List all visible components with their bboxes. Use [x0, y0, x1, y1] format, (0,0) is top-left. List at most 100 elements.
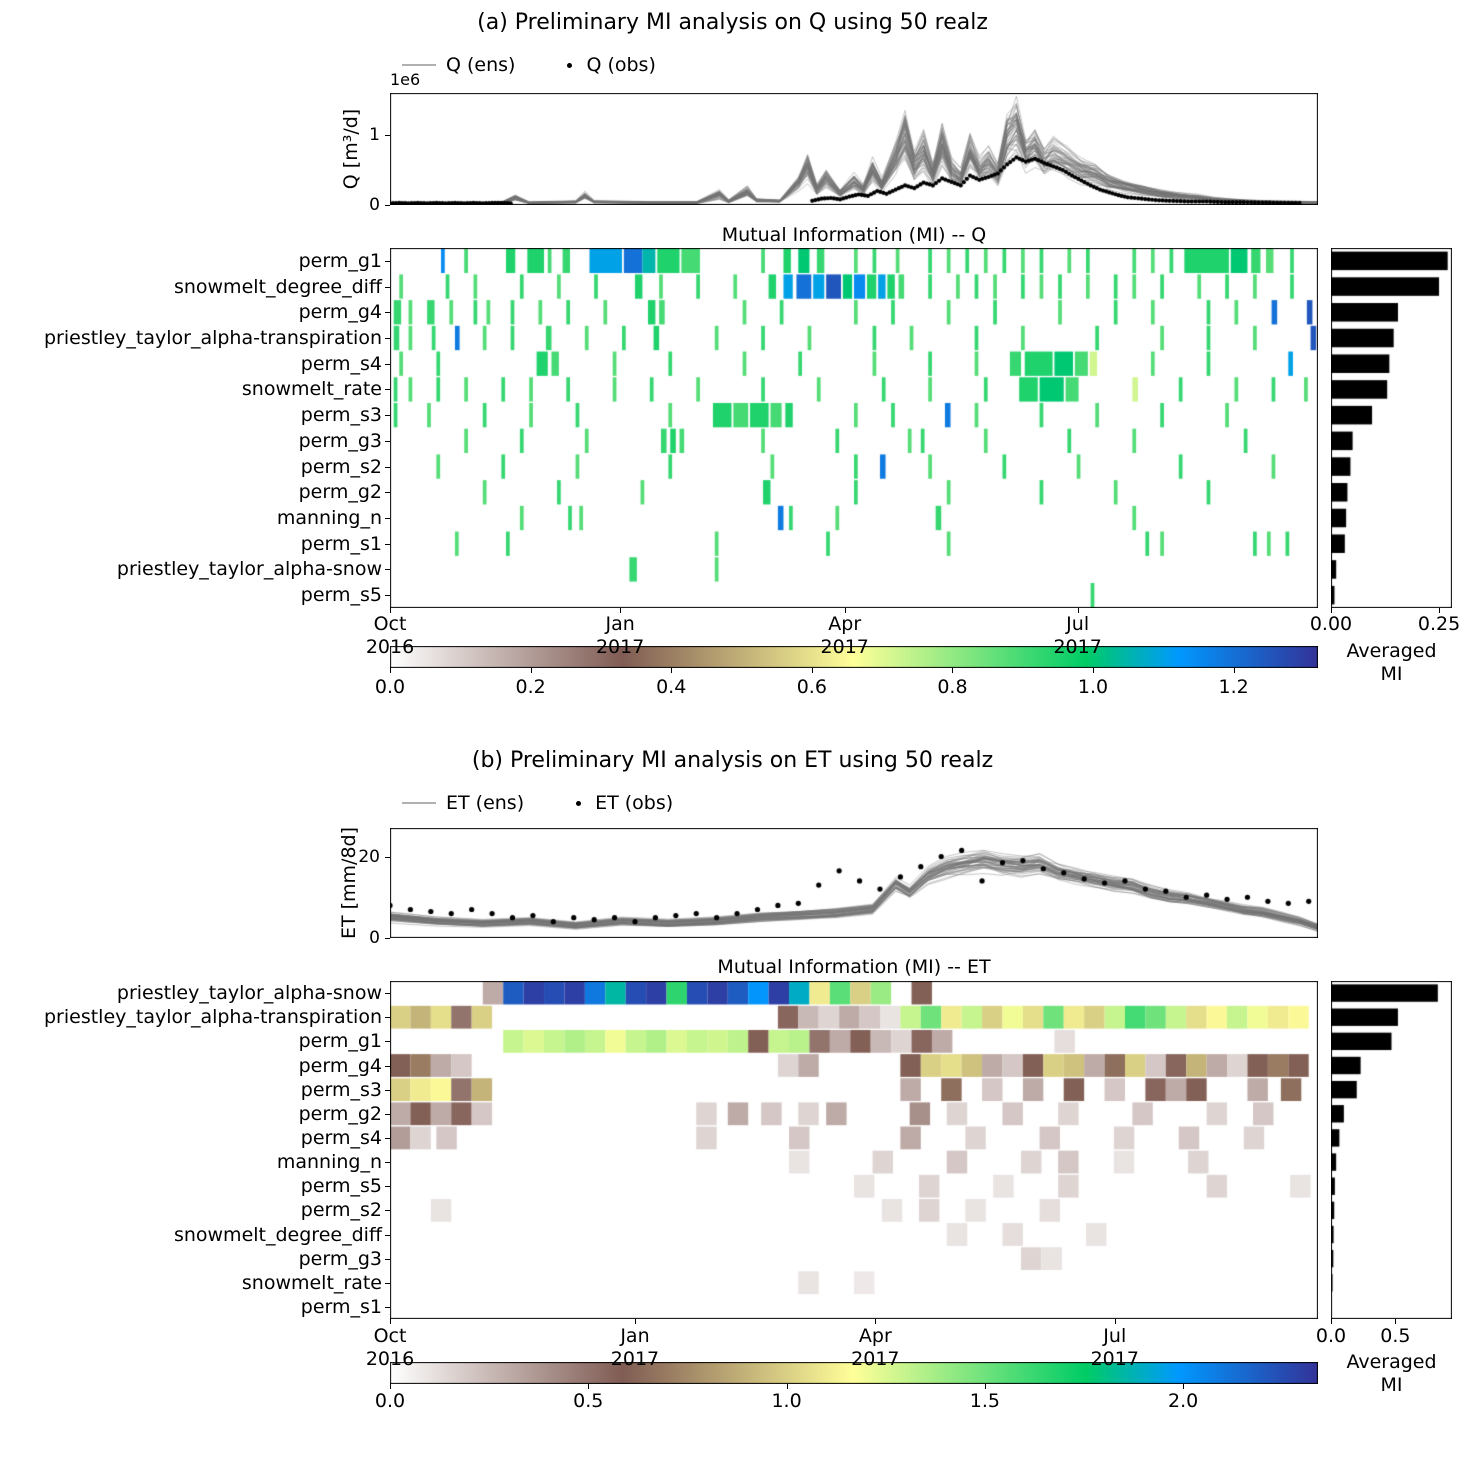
panel-a-legend: Q (ens) Q (obs)	[402, 54, 656, 76]
heatmap-row-label: priestley_taylor_alpha-snow	[116, 982, 382, 1005]
panel-b-title: (b) Preliminary MI analysis on ET using …	[471, 748, 994, 773]
et-averaged-mi-bars	[1331, 981, 1452, 1319]
tick-mark	[385, 569, 390, 571]
bar-axis-tick-label: 0.0	[1315, 1325, 1347, 1347]
heatmap-row-label: snowmelt_degree_diff	[173, 275, 382, 298]
heatmap-row-label: perm_s3	[300, 1078, 382, 1101]
tick-mark	[620, 608, 622, 613]
tick-mark	[385, 1258, 390, 1260]
colorbar-tick-label: 0.4	[656, 676, 687, 698]
legend-item-et-ens: ET (ens)	[402, 792, 524, 814]
x-tick-label: Oct 2016	[365, 613, 415, 658]
x-tick-label: Jul 2017	[1053, 613, 1102, 658]
tick-mark	[385, 1210, 390, 1212]
heatmap-row-label: manning_n	[276, 507, 382, 529]
panel-a-offset-label: 1e6	[390, 70, 421, 89]
tick-mark	[385, 466, 390, 468]
colorbar-tick-label: 0.8	[937, 676, 968, 698]
panel-b-legend: ET (ens) ET (obs)	[402, 792, 673, 814]
tick-mark	[385, 856, 390, 858]
tick-mark	[385, 1065, 390, 1067]
legend-label-q-ens: Q (ens)	[446, 54, 516, 76]
tick-mark	[385, 415, 390, 417]
bar-axis-tick-label: 0.00	[1309, 613, 1353, 635]
tick-mark	[1093, 668, 1095, 673]
tick-mark	[1331, 1319, 1332, 1324]
et-mi-heatmap	[390, 981, 1318, 1319]
legend-item-q-obs: Q (obs)	[561, 54, 656, 76]
tick-mark	[385, 938, 390, 939]
bar-axis-tick-label: 0.25	[1417, 613, 1461, 635]
x-tick-label: Apr 2017	[820, 613, 869, 658]
y-tick-label: 0	[369, 928, 380, 948]
tick-mark	[385, 338, 390, 339]
tick-mark	[390, 1319, 391, 1324]
tick-mark	[385, 595, 390, 597]
tick-mark	[1233, 668, 1235, 673]
obs-dot-swatch	[576, 800, 582, 806]
heatmap-row-label: perm_s2	[300, 455, 382, 478]
tick-mark	[385, 1113, 390, 1115]
tick-mark	[385, 286, 390, 288]
tick-mark	[385, 1137, 390, 1139]
heatmap-row-label: perm_s2	[300, 1199, 382, 1222]
tick-mark	[385, 363, 390, 365]
tick-mark	[385, 993, 390, 995]
colorbar-tick-label: 0.6	[796, 676, 827, 698]
tick-mark	[385, 1017, 390, 1019]
heatmap-row-label: perm_g4	[298, 301, 382, 324]
heatmap-row-label: manning_n	[276, 1151, 382, 1174]
y-tick-label: 1	[369, 125, 380, 145]
tick-mark	[952, 668, 954, 673]
tick-mark	[875, 1319, 877, 1324]
tick-mark	[984, 1384, 986, 1389]
heatmap-row-label: snowmelt_rate	[241, 1271, 382, 1294]
tick-mark	[385, 1186, 390, 1188]
obs-dot-swatch	[567, 62, 573, 68]
legend-item-et-obs: ET (obs)	[570, 792, 673, 814]
heatmap-row-label: priestley_taylor_alpha-snow	[116, 558, 382, 581]
colorbar-tick-label: 0.2	[515, 676, 546, 698]
colorbar-tick-label: 0.5	[573, 1390, 604, 1412]
heatmap-row-label: perm_s5	[300, 1175, 382, 1198]
panel-b-y-axis-label: ET [mm/8d]	[338, 826, 360, 940]
q-averaged-mi-bars	[1331, 248, 1452, 608]
x-tick-label: Jul 2017	[1090, 1325, 1139, 1370]
heatmap-row-label: perm_g4	[298, 1054, 382, 1077]
tick-mark	[786, 1384, 788, 1389]
panel-a-title: (a) Preliminary MI analysis on Q using 5…	[477, 10, 988, 35]
tick-mark	[385, 518, 390, 519]
tick-mark	[385, 389, 390, 391]
colorbar-tick-label: 0.0	[374, 676, 406, 698]
colorbar-tick-label: 1.0	[771, 1390, 802, 1412]
tick-mark	[530, 668, 532, 673]
tick-mark	[588, 1384, 590, 1389]
tick-mark	[1183, 1384, 1185, 1389]
y-tick-label: 0	[369, 195, 380, 215]
tick-mark	[1077, 608, 1079, 613]
tick-mark	[390, 1384, 391, 1389]
colorbar-tick-label: 1.5	[969, 1390, 1000, 1412]
panel-a-heatmap-title: Mutual Information (MI) -- Q	[721, 224, 987, 246]
heatmap-row-label: priestley_taylor_alpha-transpiration	[43, 327, 382, 349]
q-colorbar	[390, 646, 1318, 668]
et-timeseries-plot	[390, 828, 1318, 938]
tick-mark	[1439, 608, 1441, 613]
tick-mark	[671, 668, 673, 673]
x-tick-label: Apr 2017	[851, 1325, 900, 1370]
tick-mark	[385, 1162, 390, 1164]
tick-mark	[390, 668, 391, 673]
bar-axis-tick-label: 0.5	[1380, 1325, 1411, 1347]
panel-b-bars-x-label: Averaged MI	[1346, 1351, 1437, 1396]
tick-mark	[1331, 608, 1332, 613]
q-timeseries-plot	[390, 93, 1318, 205]
tick-mark	[385, 1234, 390, 1236]
legend-item-q-ens: Q (ens)	[402, 54, 515, 76]
x-tick-label: Jan 2017	[595, 613, 645, 658]
heatmap-row-label: snowmelt_degree_diff	[173, 1223, 382, 1246]
tick-mark	[385, 135, 390, 136]
heatmap-row-label: perm_s3	[300, 404, 382, 427]
legend-label-et-obs: ET (obs)	[595, 792, 674, 814]
tick-mark	[385, 440, 390, 442]
